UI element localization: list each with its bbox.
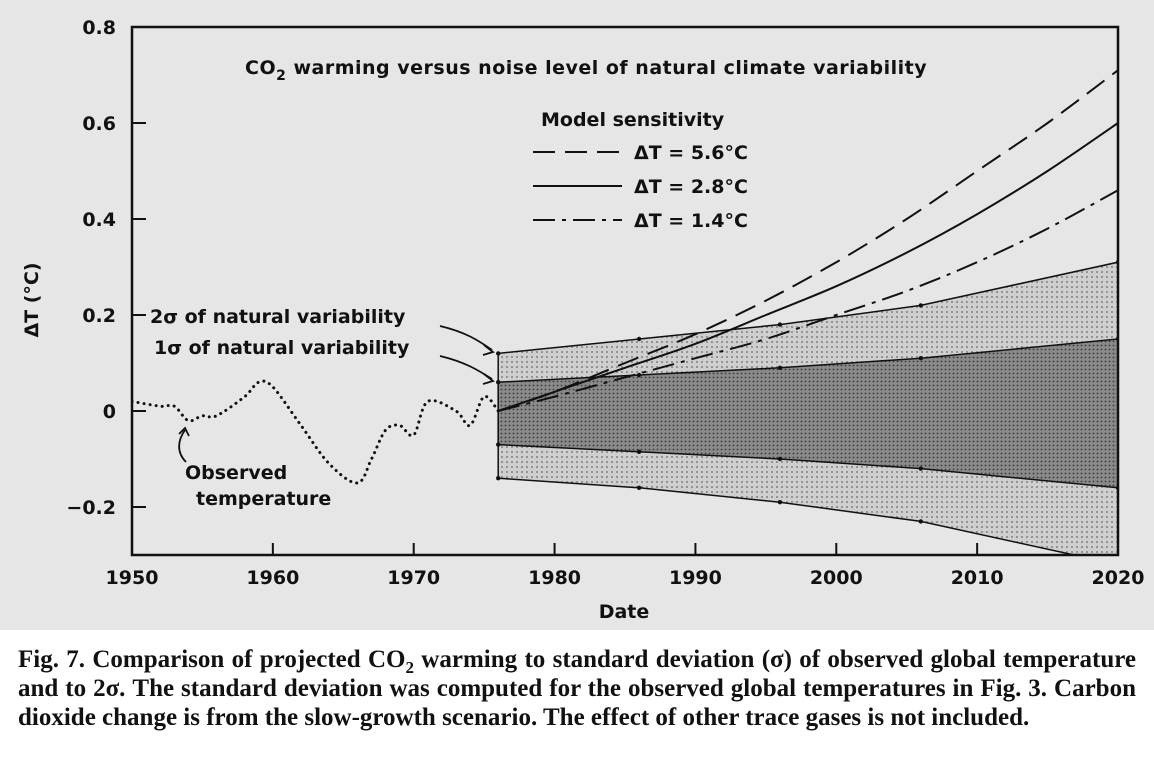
observed-label-line1: Observed xyxy=(185,462,287,484)
band-point xyxy=(496,476,501,481)
observed-temperature-line xyxy=(132,379,500,485)
observed-arrowhead xyxy=(178,426,190,437)
band-point xyxy=(777,322,783,327)
arrowhead-2sigma xyxy=(482,344,495,356)
y-axis-label: ΔT (°C) xyxy=(21,262,43,337)
x-tick-label: 2010 xyxy=(951,567,1004,589)
y-tick-label: 0 xyxy=(103,401,116,423)
band-label-2sigma: 2σ of natural variability xyxy=(150,306,406,328)
band-point xyxy=(636,372,642,378)
legend-entry: ΔT = 5.6°C xyxy=(634,142,748,164)
observed-arrow xyxy=(178,429,187,463)
band-1sigma xyxy=(497,338,1118,489)
y-tick-label: 0.4 xyxy=(82,209,116,231)
figure-caption: Fig. 7. Comparison of projected CO2 warm… xyxy=(18,645,1136,732)
band-point xyxy=(496,442,501,447)
band-point xyxy=(636,449,642,454)
band-point xyxy=(918,466,923,471)
band-point xyxy=(918,356,923,361)
legend: ΔT = 5.6°C ΔT = 2.8°C ΔT = 1.4°C xyxy=(533,142,748,232)
variability-bands xyxy=(496,260,1118,555)
band-point xyxy=(496,380,501,385)
series-lines xyxy=(497,69,1118,412)
x-tick-label: 1980 xyxy=(528,567,581,589)
series-line-solid xyxy=(497,122,1118,412)
caption-subscript: 2 xyxy=(405,658,414,677)
x-tick-label: 1960 xyxy=(246,567,299,589)
arrowhead-1sigma xyxy=(482,373,495,385)
x-tick-label: 1990 xyxy=(669,567,722,589)
band-point xyxy=(777,500,783,505)
caption-part2: warming to standard deviation (σ) of obs… xyxy=(18,646,1136,731)
plot-frame xyxy=(130,25,1120,557)
y-tick-label: −0.2 xyxy=(66,497,116,519)
x-tick-label: 1950 xyxy=(106,567,159,589)
x-tick-label: 1970 xyxy=(387,567,440,589)
chart-title: CO2 warming versus noise level of natura… xyxy=(245,57,927,84)
arrow-2sigma xyxy=(439,325,493,351)
caption-part1: Fig. 7. Comparison of projected CO xyxy=(18,646,406,673)
band-label-1sigma: 1σ of natural variability xyxy=(154,337,410,359)
series-line-dash-dot xyxy=(497,189,1118,412)
band-point xyxy=(777,456,783,462)
band-point xyxy=(496,351,501,356)
y-tick-label: 0.2 xyxy=(82,305,116,327)
x-axis: 1950 1960 1970 1980 1990 2000 2010 2020 xyxy=(106,543,1145,589)
x-tick-label: 2000 xyxy=(810,567,863,589)
band-point xyxy=(636,336,642,342)
observed-series xyxy=(132,379,500,485)
chart: 1950 1960 1970 1980 1990 2000 2010 2020 −0.2 0 0.… xyxy=(21,17,1145,623)
y-tick-label: 0.6 xyxy=(82,113,116,135)
legend-title: Model sensitivity xyxy=(541,109,725,131)
y-axis: −0.2 0 0.2 0.4 0.6 0.8 xyxy=(66,17,146,519)
band-point xyxy=(918,303,923,308)
legend-entry: ΔT = 2.8°C xyxy=(634,176,748,198)
legend-entry: ΔT = 1.4°C xyxy=(634,210,748,232)
band-point xyxy=(777,365,783,370)
figure-panel: 1950 1960 1970 1980 1990 2000 2010 2020 −0.2 0 0.… xyxy=(0,0,1154,731)
series-line-dashed xyxy=(497,69,1118,412)
observed-label-line2: temperature xyxy=(196,488,331,510)
x-tick-label: 2020 xyxy=(1092,567,1145,589)
band-point xyxy=(918,519,923,524)
x-axis-label: Date xyxy=(599,601,650,623)
band-point xyxy=(636,485,642,490)
arrow-1sigma xyxy=(439,355,493,380)
y-tick-label: 0.8 xyxy=(82,17,116,39)
